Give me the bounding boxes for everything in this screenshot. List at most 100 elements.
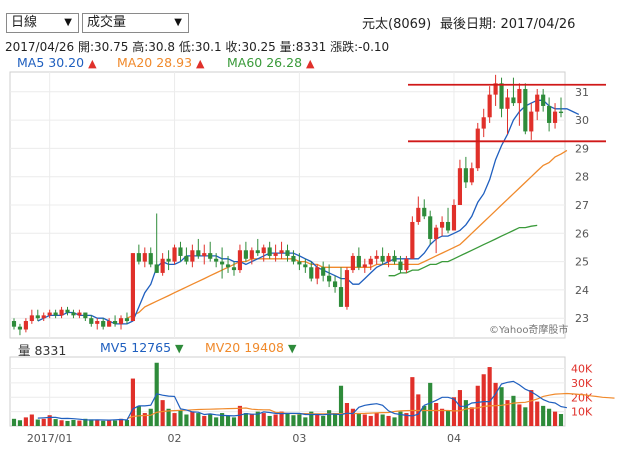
candle	[154, 264, 159, 273]
candle	[338, 287, 344, 307]
candle	[231, 267, 237, 271]
indicator-select[interactable]: 成交量 ▼	[82, 13, 189, 33]
y-tick-label: 28	[575, 171, 589, 184]
volume-bar	[475, 385, 480, 426]
period-select-value: 日線	[11, 15, 38, 30]
ma20-label: MA20	[117, 55, 153, 70]
last-date: 最後日期: 2017/04/26	[440, 17, 576, 32]
mv5-value: 12765	[131, 340, 172, 355]
volume-bar	[445, 410, 451, 426]
candle	[124, 318, 130, 322]
volume-bar	[190, 411, 195, 426]
volume-bar	[35, 419, 40, 426]
candle	[428, 216, 433, 239]
indicator-select-value: 成交量	[87, 15, 127, 30]
volume-bar	[285, 413, 290, 426]
volume-tick-label: 10K	[571, 406, 593, 419]
candle	[172, 247, 177, 262]
candle	[47, 312, 52, 316]
volume-bar	[77, 420, 82, 426]
volume-bar	[422, 405, 427, 426]
candle	[89, 318, 94, 324]
volume-bar	[29, 414, 34, 426]
volume-bar	[297, 414, 302, 426]
volume-bar	[410, 377, 415, 426]
candle	[148, 253, 153, 265]
volume-bar	[440, 408, 445, 426]
candle	[237, 250, 243, 271]
candle	[65, 309, 70, 313]
volume-bar	[404, 413, 409, 426]
y-tick-label: 30	[575, 114, 589, 127]
chevron-down-icon: ▼	[64, 17, 72, 28]
up-triangle-icon: ▲	[196, 57, 205, 70]
volume-bar	[392, 417, 397, 426]
candle	[422, 207, 427, 217]
candle	[440, 221, 445, 228]
mv20-value: 19408	[244, 340, 284, 355]
candle	[17, 326, 23, 330]
candle	[267, 247, 272, 256]
volume-bar	[178, 410, 183, 426]
volume-bar	[231, 417, 237, 426]
candle	[23, 321, 28, 330]
candle	[398, 261, 403, 271]
candle	[255, 250, 260, 254]
candle	[511, 97, 516, 104]
volume-bar	[457, 390, 463, 426]
candle	[451, 205, 457, 231]
volume-bar	[315, 414, 320, 426]
volume-bar	[273, 414, 278, 426]
volume-bar	[380, 414, 385, 426]
volume-bar	[386, 415, 391, 426]
volume-bar	[118, 418, 124, 426]
volume-bar	[11, 418, 17, 426]
chevron-down-icon: ▼	[174, 17, 182, 28]
x-tick-label: 04	[447, 432, 461, 445]
candle	[392, 255, 397, 262]
credit-text: ©Yahoo奇摩股市	[489, 323, 568, 336]
y-tick-label: 24	[575, 284, 589, 297]
volume-bar	[499, 387, 504, 426]
volume-bar	[101, 420, 106, 426]
candle	[505, 97, 510, 109]
quote-change: 漲跌:-0.10	[330, 40, 390, 54]
candle	[261, 247, 266, 254]
volume-bar	[511, 395, 516, 426]
period-select[interactable]: 日線 ▼	[6, 13, 79, 33]
candle	[77, 312, 82, 316]
ma60-value: 26.28	[266, 55, 303, 70]
volume-bar	[17, 420, 23, 426]
mv20-line	[126, 392, 615, 420]
ma5-legend: MA5 30.20 ▲	[17, 55, 97, 70]
volume-bar	[303, 417, 308, 426]
candle	[404, 258, 409, 271]
candle	[321, 267, 326, 276]
candle	[35, 315, 40, 319]
candle	[53, 312, 58, 316]
x-tick-label: 2017/01	[27, 432, 73, 445]
volume-bar	[112, 420, 118, 426]
volume-bar	[481, 374, 486, 426]
candle	[332, 281, 338, 288]
ma60-label: MA60	[227, 55, 263, 70]
candle	[243, 250, 248, 259]
volume-bar	[428, 382, 433, 426]
candle	[291, 255, 296, 262]
candle	[541, 94, 546, 106]
volume-bar	[41, 418, 46, 426]
volume-bar	[291, 415, 296, 426]
candle	[475, 128, 480, 169]
stock-name: 元太(8069)	[362, 17, 432, 32]
volume-bar	[529, 390, 534, 426]
volume-bar	[517, 404, 522, 426]
quote-low: 低:30.1	[178, 40, 222, 54]
candle	[523, 88, 528, 132]
candle	[29, 315, 34, 322]
candle	[469, 168, 474, 183]
volume-bar	[142, 413, 147, 426]
volume-bar	[166, 408, 171, 426]
y-tick-label: 31	[575, 86, 589, 99]
volume-bar	[172, 413, 177, 426]
